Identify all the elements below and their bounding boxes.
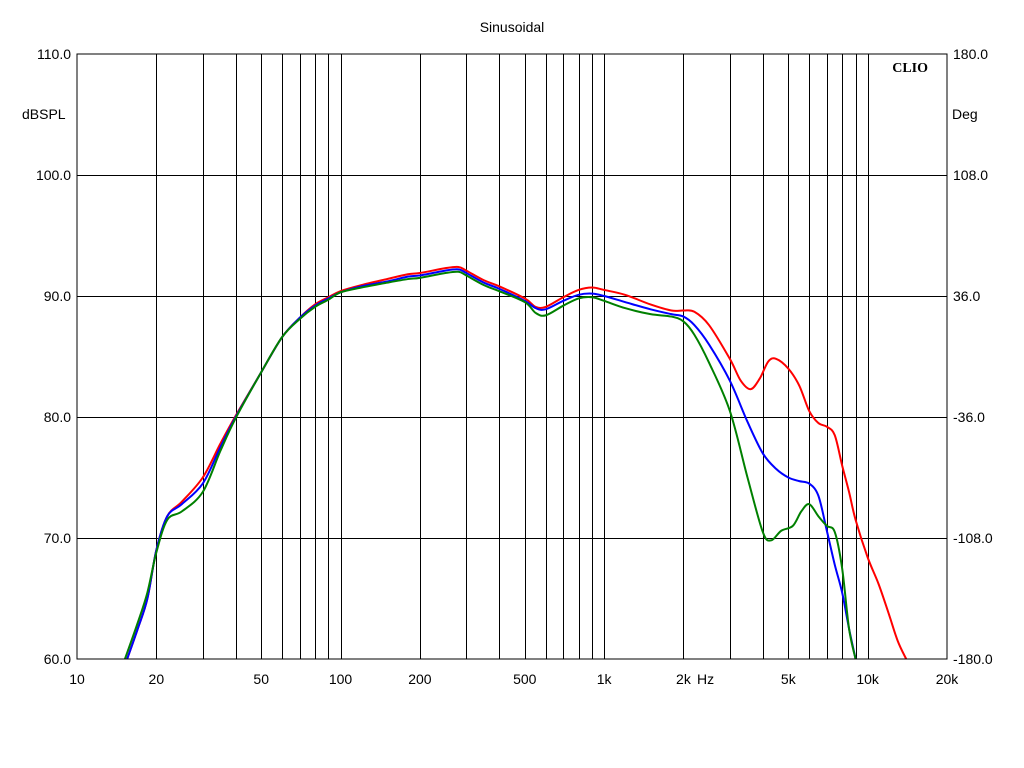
x-tick-label: 100 xyxy=(329,671,353,687)
y-tick-label: 70.0 xyxy=(44,530,71,546)
chart-title: Sinusoidal xyxy=(480,19,545,35)
plot-frame xyxy=(76,53,948,660)
x-tick-label: 20 xyxy=(149,671,165,687)
y-axis-label: dBSPL xyxy=(22,106,66,122)
y-tick-label: 100.0 xyxy=(36,167,71,183)
y2-tick-label: 180.0 xyxy=(953,46,988,62)
x-tick-label: 10k xyxy=(856,671,880,687)
x-tick-label: 500 xyxy=(513,671,537,687)
clio-logo: CLIO xyxy=(892,61,928,76)
y2-axis-label: Deg xyxy=(952,106,978,122)
axis-labels: 10 20 50 100 200 500 1k 2k 5k 10k 20k 60.0 70.0 80.0 9… xyxy=(36,46,993,687)
x-tick-label: 10 xyxy=(69,671,85,687)
x-tick-label: 5k xyxy=(781,671,797,687)
y-tick-label: 60.0 xyxy=(44,651,71,667)
y-tick-label: 90.0 xyxy=(44,288,71,304)
series-line-3 xyxy=(123,270,857,659)
x-tick-label: 1k xyxy=(597,671,613,687)
y2-tick-label: -108.0 xyxy=(953,530,993,546)
x-tick-label: 50 xyxy=(253,671,269,687)
y2-tick-label: -180.0 xyxy=(953,651,993,667)
x-tick-label: 200 xyxy=(408,671,432,687)
y2-tick-label: 36.0 xyxy=(953,288,980,304)
series-group xyxy=(123,265,908,659)
y-tick-label: 110.0 xyxy=(37,46,71,62)
x-tick-label: 2k xyxy=(676,671,692,687)
y2-tick-label: -36.0 xyxy=(953,409,985,425)
x-axis-unit: Hz xyxy=(697,671,714,687)
y-tick-label: 80.0 xyxy=(44,409,71,425)
y2-tick-label: 108.0 xyxy=(953,167,988,183)
series-line-1 xyxy=(126,265,908,659)
grid xyxy=(77,54,947,659)
x-tick-label: 20k xyxy=(936,671,960,687)
